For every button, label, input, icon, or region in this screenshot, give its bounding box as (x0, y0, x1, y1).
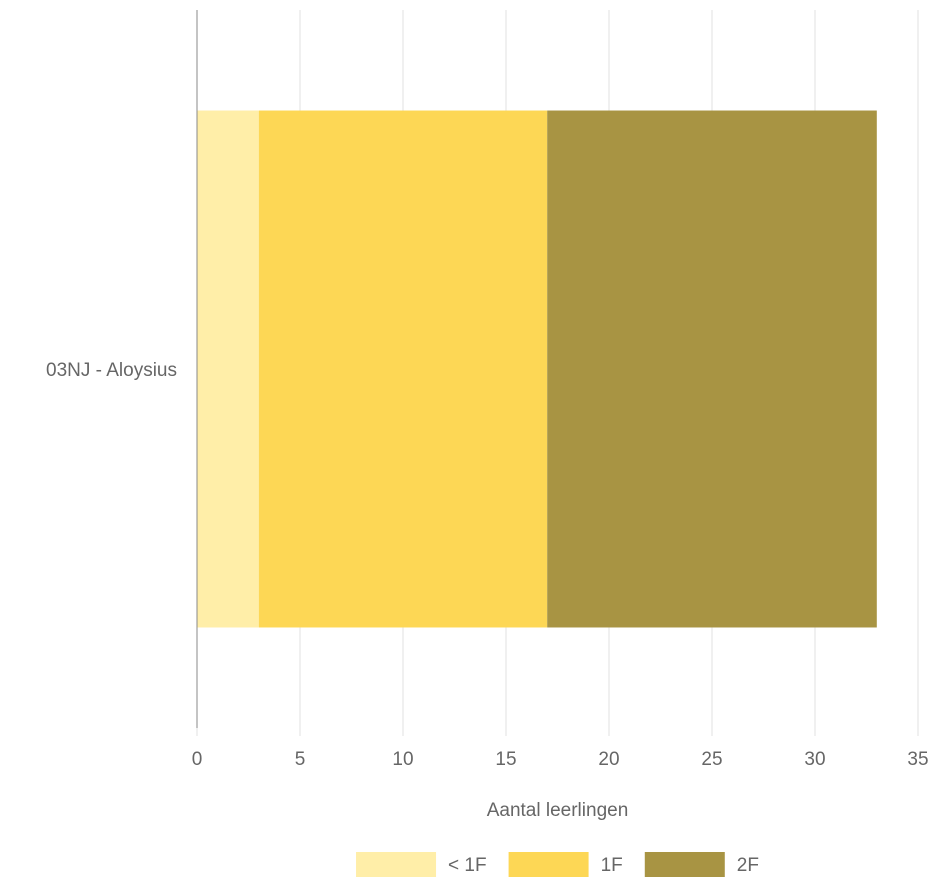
y-axis-category-labels: 03NJ - Aloysius (46, 360, 177, 381)
legend-swatch[interactable] (644, 852, 725, 877)
x-axis-title: Aantal leerlingen (487, 800, 629, 821)
legend-label[interactable]: < 1F (448, 855, 487, 876)
x-tick-label: 35 (907, 749, 928, 770)
x-tick-label: 15 (495, 749, 516, 770)
legend: < 1F 1F 2F (356, 852, 759, 877)
x-tick-label: 10 (392, 749, 413, 770)
x-tick-label: 20 (598, 749, 619, 770)
x-tick-label: 5 (295, 749, 306, 770)
legend-swatch[interactable] (508, 852, 589, 877)
bars (197, 110, 877, 628)
x-tick-label: 25 (701, 749, 722, 770)
bar-segment[interactable] (197, 110, 259, 628)
y-category-label: 03NJ - Aloysius (46, 360, 177, 381)
bar-segment[interactable] (258, 110, 548, 628)
legend-label[interactable]: 1F (601, 855, 623, 876)
legend-swatch[interactable] (356, 852, 437, 877)
legend-label[interactable]: 2F (737, 855, 759, 876)
bar-segment[interactable] (547, 110, 877, 628)
x-axis-ticks: 0 5 10 15 20 25 30 35 (192, 728, 929, 770)
x-tick-label: 0 (192, 749, 203, 770)
x-tick-label: 30 (804, 749, 825, 770)
